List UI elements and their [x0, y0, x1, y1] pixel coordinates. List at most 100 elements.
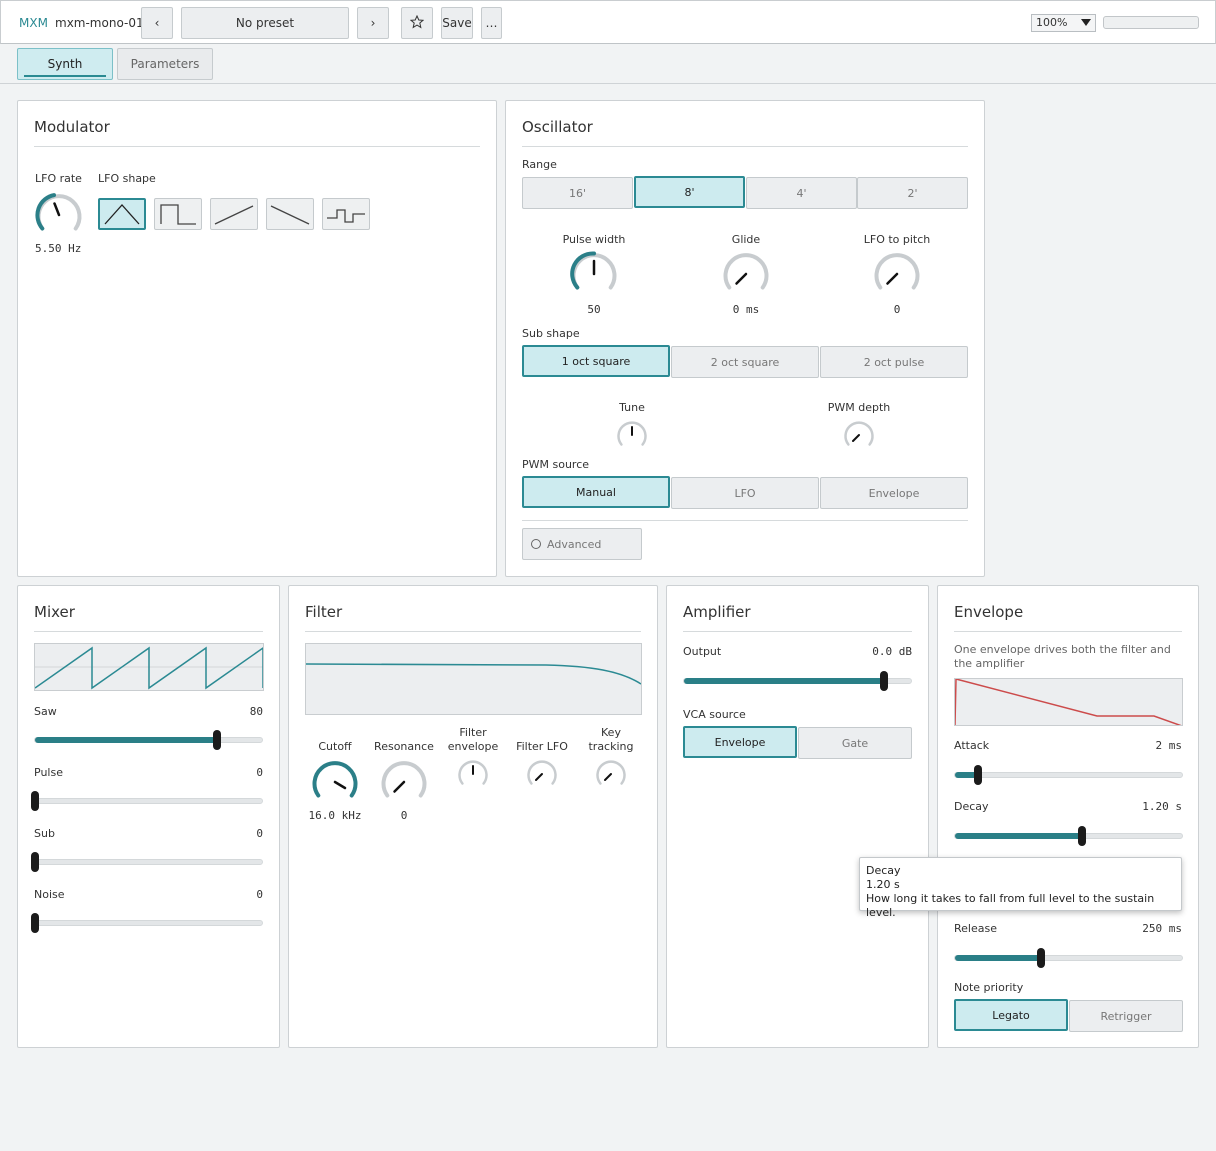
- divider: [305, 631, 641, 632]
- lfo-to-pitch-knob[interactable]: [873, 250, 921, 298]
- brand-logo: MXM: [19, 16, 48, 30]
- vca-gate-button[interactable]: Gate: [798, 727, 912, 759]
- panel-title: Mixer: [34, 603, 75, 621]
- divider: [34, 631, 263, 632]
- panel-title: Modulator: [34, 118, 110, 136]
- cutoff-knob[interactable]: [311, 758, 359, 806]
- advanced-label: Advanced: [547, 537, 602, 551]
- slider-fill: [35, 737, 217, 743]
- sub-value: 0: [256, 827, 263, 840]
- decay-slider[interactable]: [954, 826, 1183, 846]
- lfo-to-pitch-label: LFO to pitch: [863, 233, 931, 246]
- lfo-to-pitch-value: 0: [893, 303, 901, 316]
- pwm-envelope-button[interactable]: Envelope: [820, 477, 968, 509]
- decay-value: 1.20 s: [1142, 800, 1182, 813]
- pwm-depth-knob[interactable]: [843, 419, 875, 451]
- attack-slider[interactable]: [954, 765, 1183, 785]
- sub-slider[interactable]: [31, 852, 263, 872]
- attack-value: 2 ms: [1155, 739, 1183, 752]
- panel-title: Filter: [305, 603, 343, 621]
- saw-waveform-preview: [34, 643, 264, 691]
- pwm-manual-button[interactable]: Manual: [522, 476, 670, 508]
- release-label: Release: [954, 922, 997, 935]
- range-16-button[interactable]: 16': [522, 177, 633, 209]
- note-priority-label: Note priority: [954, 981, 1024, 994]
- sub-label: Sub: [34, 827, 55, 840]
- zoom-select[interactable]: 100%: [1031, 14, 1096, 32]
- slider-thumb[interactable]: [879, 671, 888, 691]
- noise-value: 0: [256, 888, 263, 901]
- priority-legato-button[interactable]: Legato: [954, 999, 1068, 1031]
- lfo-shape-label: LFO shape: [98, 172, 156, 185]
- slider-thumb[interactable]: [31, 852, 39, 872]
- more-options-button[interactable]: …: [481, 7, 502, 39]
- release-slider[interactable]: [954, 948, 1183, 968]
- divider: [522, 520, 968, 521]
- attack-label: Attack: [954, 739, 990, 752]
- divider: [954, 631, 1182, 632]
- lfo-shape-triangle[interactable]: [98, 198, 146, 230]
- slider-thumb[interactable]: [212, 730, 221, 750]
- glide-knob[interactable]: [722, 250, 770, 298]
- lfo-shape-ramp-down[interactable]: [266, 198, 314, 230]
- key-tracking-knob[interactable]: [595, 758, 627, 790]
- vca-envelope-button[interactable]: Envelope: [683, 726, 797, 758]
- sub-2-oct-pulse-button[interactable]: 2 oct pulse: [820, 346, 968, 378]
- oscillator-panel: Oscillator Range 16' 8' 4' 2' Pulse widt…: [505, 100, 985, 577]
- filter-response-graph: [305, 643, 642, 715]
- sub-2-oct-square-button[interactable]: 2 oct square: [671, 346, 819, 378]
- saw-value: 80: [249, 705, 263, 718]
- tab-parameters[interactable]: Parameters: [117, 48, 213, 80]
- pulse-width-knob[interactable]: [570, 250, 618, 298]
- slider-fill: [955, 772, 978, 778]
- range-4-button[interactable]: 4': [746, 177, 857, 209]
- sub-1-oct-square-button[interactable]: 1 oct square: [522, 345, 670, 377]
- resonance-knob[interactable]: [380, 758, 428, 806]
- range-8-button[interactable]: 8': [634, 176, 745, 208]
- previous-preset-button[interactable]: ‹: [141, 7, 173, 39]
- filter-lfo-knob[interactable]: [526, 758, 558, 790]
- lfo-shape-ramp-up[interactable]: [210, 198, 258, 230]
- output-slider[interactable]: [683, 671, 912, 691]
- star-icon: [409, 14, 425, 32]
- lfo-shape-sample-hold[interactable]: [322, 198, 370, 230]
- favorite-button[interactable]: [401, 7, 433, 39]
- top-toolbar: MXM mxm-mono-01 ‹ No preset › Save … 100…: [0, 0, 1216, 44]
- slider-thumb[interactable]: [31, 913, 39, 933]
- sub-shape-label: Sub shape: [522, 327, 580, 340]
- noise-label: Noise: [34, 888, 65, 901]
- filter-envelope-knob[interactable]: [457, 758, 489, 790]
- slider-thumb[interactable]: [1037, 948, 1046, 968]
- decay-label: Decay: [954, 800, 989, 813]
- preset-selector[interactable]: No preset: [181, 7, 349, 39]
- next-preset-button[interactable]: ›: [357, 7, 389, 39]
- lfo-rate-knob[interactable]: [35, 191, 83, 239]
- slider-thumb[interactable]: [31, 791, 39, 811]
- noise-slider[interactable]: [31, 913, 263, 933]
- modulator-panel: Modulator LFO rate 5.50 Hz LFO shape: [17, 100, 497, 577]
- resonance-label: Resonance: [374, 740, 434, 753]
- saw-label: Saw: [34, 705, 57, 718]
- envelope-description: One envelope drives both the filter and …: [954, 643, 1171, 670]
- pulse-label: Pulse: [34, 766, 63, 779]
- pulse-slider[interactable]: [31, 791, 263, 811]
- output-value: 0.0 dB: [872, 645, 912, 658]
- divider: [683, 631, 912, 632]
- key-tracking-label-line2: tracking: [588, 740, 634, 753]
- advanced-toggle[interactable]: Advanced: [522, 528, 642, 560]
- range-2-button[interactable]: 2': [857, 177, 968, 209]
- slider-fill: [684, 678, 884, 684]
- slider-thumb[interactable]: [973, 765, 982, 785]
- glide-value: 0 ms: [732, 303, 760, 316]
- save-button[interactable]: Save: [441, 7, 473, 39]
- pwm-lfo-button[interactable]: LFO: [671, 477, 819, 509]
- tab-synth[interactable]: Synth: [17, 48, 113, 80]
- divider: [522, 146, 968, 147]
- tune-knob[interactable]: [616, 419, 648, 451]
- priority-retrigger-button[interactable]: Retrigger: [1069, 1000, 1183, 1032]
- divider: [34, 146, 480, 147]
- saw-slider[interactable]: [34, 730, 263, 750]
- lfo-shape-square[interactable]: [154, 198, 202, 230]
- slider-thumb[interactable]: [1078, 826, 1087, 846]
- envelope-panel: Envelope One envelope drives both the fi…: [937, 585, 1199, 1048]
